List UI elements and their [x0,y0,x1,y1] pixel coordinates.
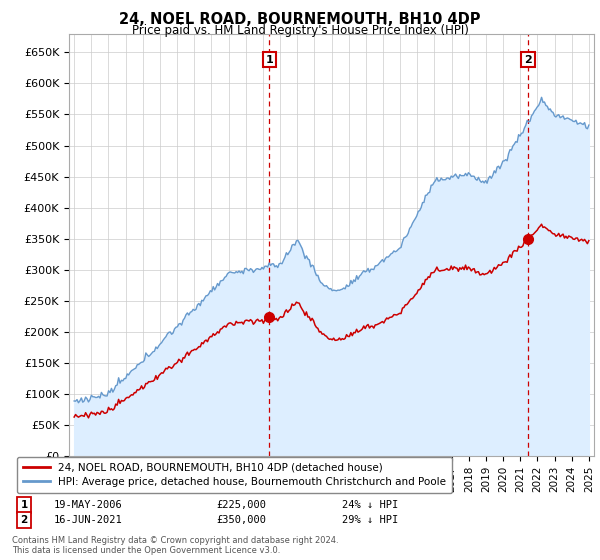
Text: 16-JUN-2021: 16-JUN-2021 [54,515,123,525]
Legend: 24, NOEL ROAD, BOURNEMOUTH, BH10 4DP (detached house), HPI: Average price, detac: 24, NOEL ROAD, BOURNEMOUTH, BH10 4DP (de… [17,456,452,493]
Text: 24, NOEL ROAD, BOURNEMOUTH, BH10 4DP: 24, NOEL ROAD, BOURNEMOUTH, BH10 4DP [119,12,481,27]
Text: Contains HM Land Registry data © Crown copyright and database right 2024.
This d: Contains HM Land Registry data © Crown c… [12,536,338,556]
Text: £225,000: £225,000 [216,500,266,510]
Text: Price paid vs. HM Land Registry's House Price Index (HPI): Price paid vs. HM Land Registry's House … [131,24,469,37]
Text: 19-MAY-2006: 19-MAY-2006 [54,500,123,510]
Text: 29% ↓ HPI: 29% ↓ HPI [342,515,398,525]
Text: 2: 2 [20,515,28,525]
Text: 1: 1 [266,55,273,65]
Text: 2: 2 [524,55,532,65]
Text: £350,000: £350,000 [216,515,266,525]
Text: 24% ↓ HPI: 24% ↓ HPI [342,500,398,510]
Text: 1: 1 [20,500,28,510]
